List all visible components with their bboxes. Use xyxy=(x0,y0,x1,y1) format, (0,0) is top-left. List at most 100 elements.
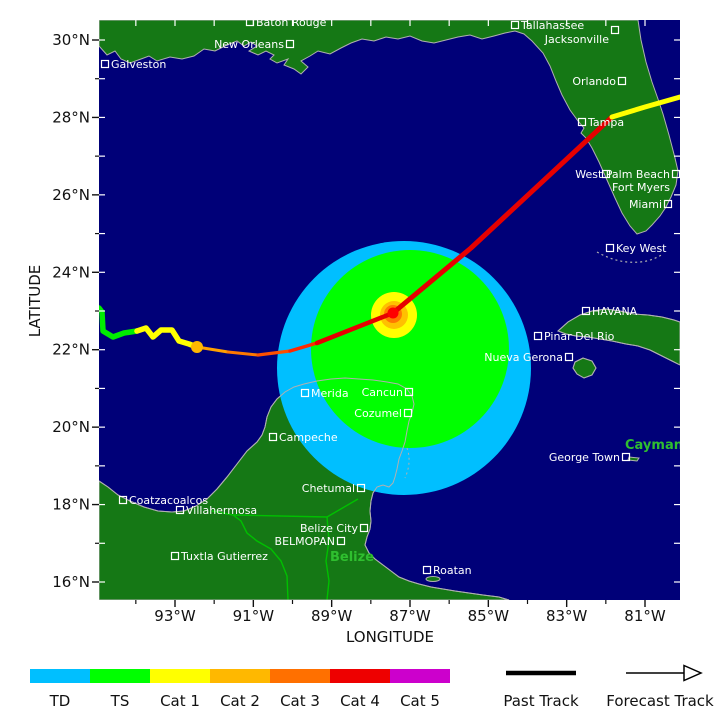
region-label: Cayman xyxy=(625,438,683,453)
city-label: Cancun xyxy=(362,386,403,399)
axes: 93°W 91°W 89°W 87°W 85°W 83°W 81°W 30°N 28°N 26°N… xyxy=(52,31,666,625)
city-marker xyxy=(581,306,591,316)
y-tick-label: 22°N xyxy=(52,341,90,359)
forecast-track-arrow-icon xyxy=(683,664,703,682)
city-marker xyxy=(100,59,110,69)
storm-center-dot xyxy=(387,307,399,319)
city-label: Fort Myers xyxy=(612,181,670,194)
city-label: Miami xyxy=(629,198,662,211)
city-label: New Orleans xyxy=(214,38,284,51)
city-label: Campeche xyxy=(279,431,338,444)
y-tick-label: 26°N xyxy=(52,186,90,204)
x-tick-label: 81°W xyxy=(624,607,666,625)
wind-radii-circles xyxy=(277,241,531,495)
city-marker xyxy=(605,243,615,253)
city-marker xyxy=(621,452,631,462)
city-marker xyxy=(422,565,432,575)
intensity-colorbar: TD TS Cat 1 Cat 2 Cat 3 Cat 4 Cat 5 xyxy=(30,669,450,708)
x-axis-title: LONGITUDE xyxy=(346,628,434,646)
city-marker xyxy=(359,523,369,533)
city-marker xyxy=(175,505,185,515)
colorbar-label: Cat 1 xyxy=(160,692,200,708)
city-marker xyxy=(510,20,520,30)
past-track-segment xyxy=(314,310,396,346)
city-marker xyxy=(533,331,543,341)
region-labels: Belize Cayman xyxy=(330,438,683,565)
city-label: Tuxtla Gutierrez xyxy=(180,550,268,563)
city-label: Key West xyxy=(616,242,667,255)
island-roatan xyxy=(425,576,441,582)
y-tick-label: 30°N xyxy=(52,31,90,49)
x-tick-label: 83°W xyxy=(546,607,588,625)
inside-ticks xyxy=(99,20,680,583)
city-marker xyxy=(610,25,620,35)
city-marker xyxy=(564,352,574,362)
city-label: Belize City xyxy=(300,522,359,535)
city-marker xyxy=(404,387,414,397)
city-marker xyxy=(671,169,680,179)
past-track-segment xyxy=(226,350,260,357)
city-label: Chetumal xyxy=(302,482,355,495)
city-marker xyxy=(663,199,673,209)
city-label: Roatan xyxy=(433,564,472,577)
colorbar-segment xyxy=(90,669,150,683)
y-tick-label: 18°N xyxy=(52,496,90,514)
city-label: Nueva Gerona xyxy=(484,351,563,364)
forecast-track-label: Forecast Track xyxy=(606,692,714,708)
political-borders xyxy=(211,498,359,600)
city-marker xyxy=(336,536,346,546)
city-label: Cozumel xyxy=(354,407,402,420)
city-label: Tampa xyxy=(587,116,624,129)
x-tick-label: 91°W xyxy=(233,607,275,625)
colorbar-label: Cat 5 xyxy=(400,692,440,708)
track-position-dot xyxy=(191,341,203,353)
city-marker xyxy=(356,483,366,493)
city-label: West Palm Beach xyxy=(575,168,670,181)
city-label: Baton Rouge xyxy=(256,16,327,29)
y-tick-label: 28°N xyxy=(52,108,90,126)
city-marker xyxy=(601,169,611,179)
colorbar-label: Cat 2 xyxy=(220,692,260,708)
x-tick-label: 89°W xyxy=(311,607,353,625)
past-track-segment xyxy=(288,341,319,353)
x-tick-label: 87°W xyxy=(389,607,431,625)
colorbar-segment xyxy=(330,669,390,683)
colorbar-label: Cat 4 xyxy=(340,692,380,708)
forecast-track-segment xyxy=(390,114,615,316)
past-track-segment xyxy=(134,325,200,350)
city-marker xyxy=(285,39,295,49)
colorbar-segment xyxy=(390,669,450,683)
city-marker xyxy=(268,432,278,442)
y-tick-label: 16°N xyxy=(52,573,90,591)
colorbar-segment xyxy=(270,669,330,683)
past-track-segment xyxy=(256,349,292,357)
city-label: BELMOPAN xyxy=(275,535,335,548)
city-label: Galveston xyxy=(111,58,166,71)
map: Galveston Baton Rouge New Orleans Tallahass… xyxy=(99,16,683,600)
y-tick-label: 24°N xyxy=(52,263,90,281)
city-label: George Town xyxy=(549,451,620,464)
city-label: Jacksonville xyxy=(544,33,610,46)
forecast-track-segment xyxy=(609,94,680,120)
city-marker xyxy=(403,408,413,418)
city-markers: Galveston Baton Rouge New Orleans Tallahass… xyxy=(100,16,680,577)
city-label: Villahermosa xyxy=(186,504,257,517)
city-label: Tallahassee xyxy=(520,19,584,32)
y-tick-label: 20°N xyxy=(52,418,90,436)
y-axis-title: LATITUDE xyxy=(26,265,44,338)
x-tick-label: 93°W xyxy=(154,607,196,625)
colorbar-label: TD xyxy=(49,692,71,708)
colorbar-label: Cat 3 xyxy=(280,692,320,708)
colorbar-segment xyxy=(150,669,210,683)
x-tick-label: 85°W xyxy=(468,607,510,625)
past-track-label: Past Track xyxy=(503,692,579,708)
city-marker xyxy=(617,76,627,86)
city-marker xyxy=(577,117,587,127)
city-label: Pinar Del Rio xyxy=(544,330,615,343)
city-label: HAVANA xyxy=(592,305,638,318)
colorbar-segment xyxy=(30,669,90,683)
track-legend: Past Track Forecast Track xyxy=(503,664,714,708)
city-label: Merida xyxy=(311,387,349,400)
